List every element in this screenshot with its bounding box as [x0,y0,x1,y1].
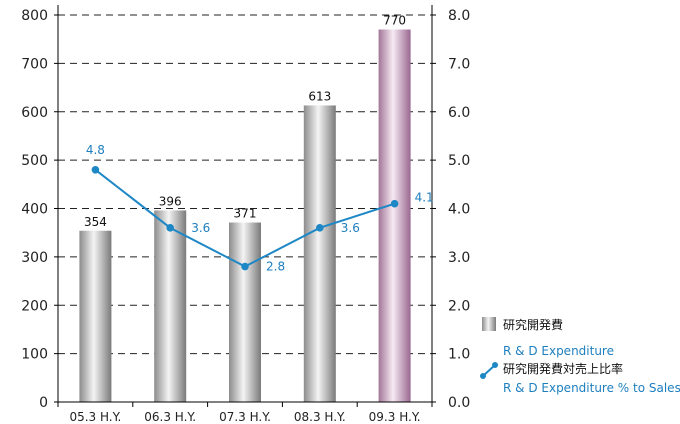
right-axis-tick-label: 1.0 [448,347,470,363]
right-axis-tick-label: 2.0 [448,298,470,314]
left-axis-tick-label: 100 [21,347,48,363]
left-axis-tick-label: 300 [21,250,48,266]
pct-point [241,262,249,271]
bar [378,29,411,402]
pct-point [91,166,100,174]
legend-line-label-en: R & D Expenditure % to Sales [503,381,680,395]
legend: 研究開発費 R & D Expenditure 研究開発費対売上比率 R & D Ex… [480,317,680,395]
left-axis-tick-label: 800 [21,8,48,24]
bar [79,230,112,402]
legend-bar-label: 研究開発費 [503,317,563,332]
pct-point [166,224,174,232]
right-axis-tick-label: 6.0 [448,105,470,121]
pct-point [316,224,324,232]
bar-value-label: 770 [383,14,406,28]
left-axis-tick-label: 600 [21,105,48,121]
x-axis-tick-label: 05.3 H.Y. [69,410,121,424]
left-axis-tick-label: 700 [21,56,48,72]
pct-value-label: 3.6 [191,221,210,235]
pct-value-label: 2.8 [266,260,285,274]
right-axis-tick-label: 7.0 [448,56,470,72]
pct-value-label: 4.8 [86,143,105,157]
left-axis-tick-label: 500 [21,153,48,169]
bar [303,105,336,403]
line-series [91,166,399,271]
bar-value-label: 613 [308,89,331,103]
right-axis-tick-label: 0.0 [448,395,470,411]
x-axis-tick-label: 08.3 H.Y. [294,410,346,424]
right-axis-tick-label: 4.0 [448,202,470,218]
legend-bar-icon [482,317,496,331]
left-axis-tick-label: 200 [21,298,48,314]
left-axis-tick-label: 0 [39,395,48,411]
pct-value-label: 3.6 [341,221,360,235]
x-axis-tick-label: 06.3 H.Y. [144,410,196,424]
axes: 0 0.0 100 1.0 200 2.0 300 3.0 400 4.0 500 5.0 600 6.0… [21,5,470,424]
bar-value-label: 354 [84,215,107,229]
left-axis-tick-label: 400 [21,202,48,218]
bar-series [79,29,411,403]
bar-value-label: 396 [159,194,182,208]
legend-line-marker [480,373,486,379]
pct-value-label: 4.1 [415,191,434,205]
bar [154,210,187,402]
pct-point [390,199,399,208]
legend-line-marker [492,362,498,368]
legend-line-label: 研究開発費対売上比率 [503,361,623,376]
bar [229,222,261,402]
x-axis-tick-label: 09.3 H.Y. [369,410,421,424]
right-axis-tick-label: 3.0 [448,250,470,266]
legend-bar-label-en: R & D Expenditure [503,344,614,358]
right-axis-tick-label: 8.0 [448,8,470,24]
data-labels: 354 396 371 613 770 4.8 3.6 2.8 3.6 4.1 [84,14,434,274]
x-axis-tick-label: 07.3 H.Y. [219,410,271,424]
right-axis-tick-label: 5.0 [448,153,470,169]
bar-value-label: 371 [234,207,257,221]
